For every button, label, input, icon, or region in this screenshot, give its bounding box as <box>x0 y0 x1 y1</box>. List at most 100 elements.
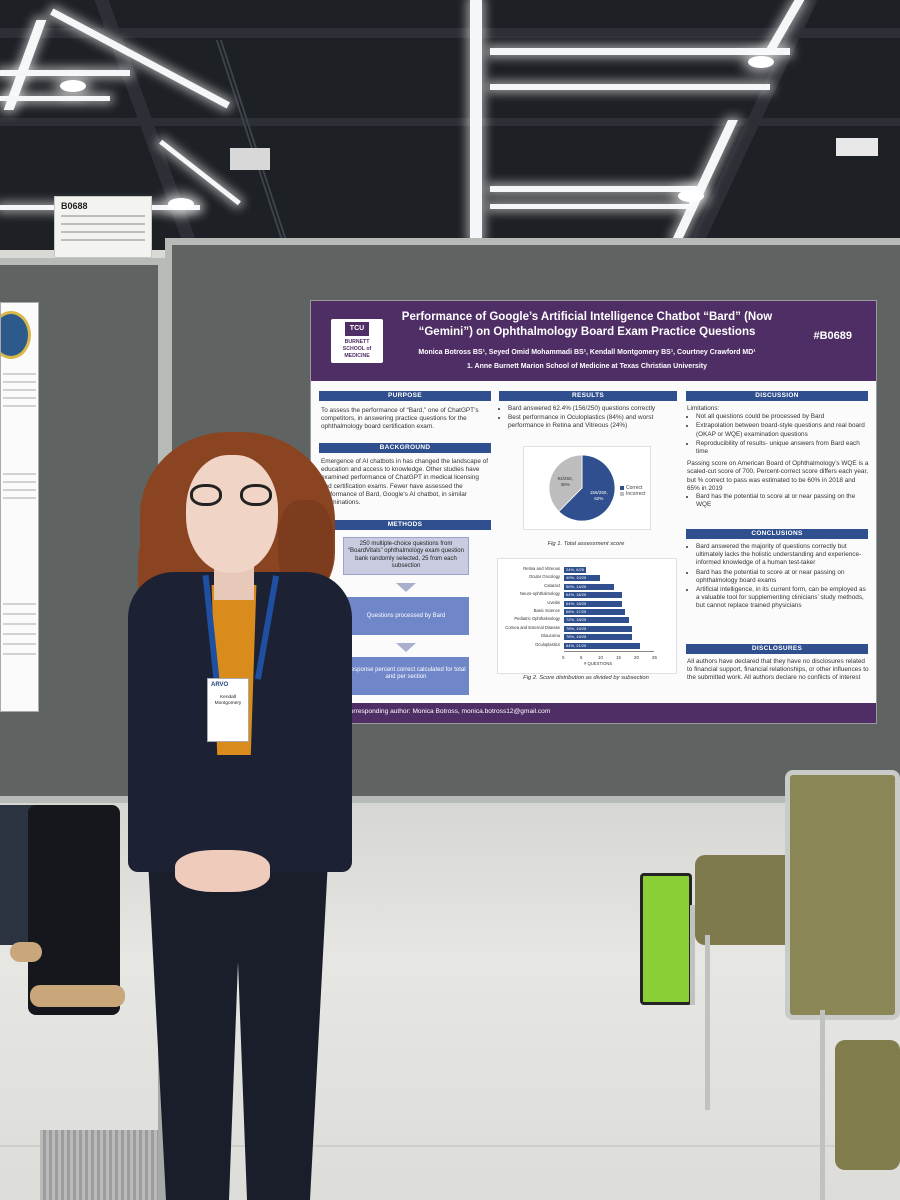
conclusion-item: Bard answered the majority of questions … <box>696 543 869 568</box>
poster-text-line <box>3 643 36 645</box>
ceiling-duct <box>215 40 292 250</box>
poster-text-line <box>3 603 36 605</box>
bar-chart-x-label: # QUESTIONS <box>584 661 613 666</box>
pie-chart: 156/250,62% 94/250,38% <box>548 454 616 522</box>
limitation-item: Extrapolation between board-style questi… <box>696 422 869 438</box>
school-name: BURNETT SCHOOL of MEDICINE <box>342 339 372 359</box>
bar-row: Cornea and External Disease 76%, 19/25 <box>498 624 676 632</box>
poster-text-line <box>3 653 36 655</box>
bar-row: Glaucoma 76%, 19/25 <box>498 633 676 641</box>
ceiling-spotlight <box>60 80 86 92</box>
figure-2-caption: Fig 2. Score distribution as divided by … <box>523 675 649 681</box>
bar-tick-label: 0 <box>562 655 565 660</box>
bar-value-label: 84%, 21/25 <box>566 642 587 648</box>
background-text: Emergence of AI chatbots in has changed … <box>321 458 488 507</box>
bar <box>564 567 586 573</box>
bar-chart-x-axis <box>564 651 654 652</box>
passing-score-text: Passing score on American Board of Ophth… <box>687 460 869 492</box>
flow-arrow-icon <box>396 583 416 592</box>
bar-row: Basic Science 68%, 17/25 <box>498 608 676 615</box>
sign-text-line <box>61 223 145 225</box>
results-bullets: Bard answered 62.4% (156/250) questions … <box>499 405 679 432</box>
ceiling-light <box>0 70 130 76</box>
limitations-label: Limitations: <box>687 405 720 412</box>
disclosures-text: All authors have declared that they have… <box>687 658 869 682</box>
limitation-item: Reproducibility of results- unique answe… <box>696 440 869 456</box>
methods-step-2: Questions processed by Bard <box>343 597 469 635</box>
poster-text-line <box>3 497 36 499</box>
ceiling-light <box>490 84 770 90</box>
neighbor-poster <box>0 302 39 712</box>
bar-value-label: 24%, 6/25 <box>566 567 585 572</box>
passing-score-subpoint: Bard has the potential to score at or ne… <box>696 493 869 509</box>
purpose-text: To assess the performance of “Bard,” one… <box>321 407 479 431</box>
chair-leg <box>820 1010 825 1200</box>
poster-title: Performance of Google’s Artificial Intel… <box>401 311 773 338</box>
chair-leg <box>690 905 695 1005</box>
bar-value-label: 64%, 16/25 <box>566 592 587 598</box>
flow-arrow-icon <box>396 643 416 652</box>
poster-text-line <box>3 397 36 399</box>
poster-text-line <box>3 405 36 407</box>
bar-category-label: Cornea and External Disease <box>505 624 560 630</box>
booth-number: B0688 <box>61 201 88 211</box>
background-heading: BACKGROUND <box>319 443 491 453</box>
discussion-heading: DISCUSSION <box>686 391 868 401</box>
pie-legend: Correct Incorrect <box>620 485 645 497</box>
pie-legend-item: Correct <box>620 485 645 491</box>
bar-value-label: 68%, 17/25 <box>566 609 587 614</box>
bar-row: Neuro-ophthalmology 64%, 16/25 <box>498 591 676 599</box>
bar-value-label: 76%, 19/25 <box>566 634 587 640</box>
ceiling-light <box>490 186 700 192</box>
presenter-face <box>186 455 278 573</box>
bystander-shoe <box>10 942 42 962</box>
poster-text-line <box>3 473 36 475</box>
bar-category-label: Basic Science <box>533 608 560 613</box>
ceiling-beam <box>0 28 900 38</box>
booth-number-sign: B0688 <box>54 196 152 258</box>
limitation-item: Not all questions could be processed by … <box>696 413 869 421</box>
bar-category-label: Ocular Oncology <box>528 574 560 580</box>
bar <box>564 609 626 615</box>
ceiling-spotlight <box>748 56 774 68</box>
tcu-logo-mark: TCU <box>345 322 369 336</box>
chair-leg <box>705 935 710 1110</box>
sign-text-line <box>61 231 145 233</box>
ceiling-light-fixture <box>836 138 878 156</box>
bar <box>564 592 622 599</box>
floor-grate <box>40 1130 170 1200</box>
sign-text-line <box>61 239 145 241</box>
conclusions-body: Bard answered the majority of questions … <box>687 543 869 612</box>
bar <box>564 634 633 641</box>
bar-tick-label: 25 <box>652 655 657 660</box>
ceiling-spotlight <box>678 190 704 202</box>
figure-1-caption: Fig 1. Total assessment score <box>547 541 625 547</box>
poster-text-line <box>3 381 36 383</box>
ceiling-light-fixture <box>230 148 270 170</box>
results-bullet: Bard answered 62.4% (156/250) questions … <box>508 405 679 413</box>
corresponding-author: Corresponding author: Monica Botross, mo… <box>345 708 551 715</box>
pie-slice-incorrect <box>548 454 583 513</box>
bar-row: Ocular Oncology 40%, 10/25 <box>498 574 676 582</box>
ceiling-light <box>470 0 482 240</box>
poster-code: #B0689 <box>813 330 852 342</box>
bar-chart-panel: # QUESTIONS Retina and Vitreous 24%, 6/25… <box>497 558 677 674</box>
chair-seat <box>835 1040 900 1170</box>
conclusions-heading: CONCLUSIONS <box>686 529 868 539</box>
pie-slice-label: 38% <box>561 482 570 487</box>
name-badge: ARVO Kendall Montgomery <box>207 678 249 742</box>
poster-text-line <box>3 489 36 491</box>
pie-legend-item: Incorrect <box>620 491 645 497</box>
pie-chart-panel: 156/250, 62% 94/250, 38% Correct Incorrect <box>523 446 651 530</box>
ceiling-spotlight <box>168 198 194 210</box>
poster-footer: Corresponding author: Monica Botross, mo… <box>311 703 876 723</box>
bar-tick-label: 5 <box>580 655 583 660</box>
poster-text-line <box>3 633 36 635</box>
bar-category-label: Retina and Vitreous <box>523 566 560 571</box>
poster-text-line <box>3 623 36 625</box>
bystander-shoe <box>30 985 125 1007</box>
glasses-icon <box>190 484 274 512</box>
poster-affiliation: 1. Anne Burnett Marion School of Medicin… <box>467 363 707 370</box>
poster-text-line <box>3 373 36 375</box>
results-heading: RESULTS <box>499 391 677 401</box>
